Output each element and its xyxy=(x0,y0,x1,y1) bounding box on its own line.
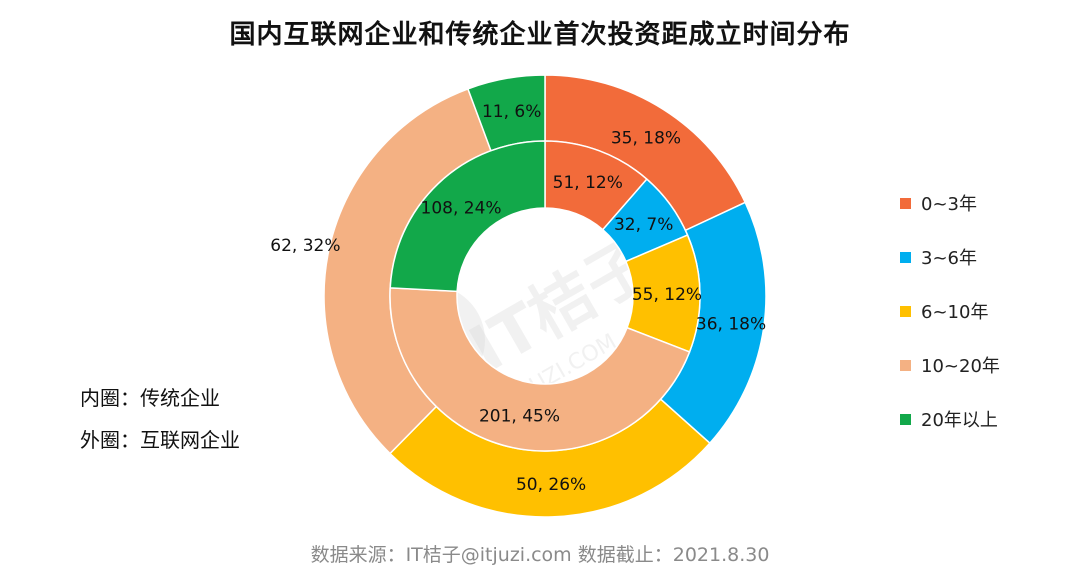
legend-label: 3~6年 xyxy=(921,248,977,269)
legend-label: 6~10年 xyxy=(921,302,989,323)
legend-label: 10~20年 xyxy=(921,356,1000,377)
outer-ring-note: 外圈：互联网企业 xyxy=(80,428,240,452)
slice-labels: 51, 12% 32, 7% 55, 12% 201, 45% 108, 24% 35, … xyxy=(270,102,766,495)
outer-slice-label: 11, 6% xyxy=(482,102,541,122)
legend-label: 0~3年 xyxy=(921,194,977,215)
inner-slice-label: 32, 7% xyxy=(614,215,673,235)
legend-item: 3~6年 xyxy=(900,230,1000,284)
inner-ring-note: 内圈：传统企业 xyxy=(80,386,220,410)
legend-swatch xyxy=(900,359,911,371)
outer-slice-label: 36, 18% xyxy=(696,314,766,334)
data-source-footer: 数据来源：IT桔子@itjuzi.com 数据截止：2021.8.30 xyxy=(310,544,770,566)
legend-item: 10~20年 xyxy=(900,338,1000,392)
outer-slice-label: 62, 32% xyxy=(270,236,340,256)
legend-item: 20年以上 xyxy=(900,392,1000,446)
legend-swatch xyxy=(900,251,911,263)
inner-slice-label: 51, 12% xyxy=(553,173,623,193)
outer-slice-label: 50, 26% xyxy=(516,475,586,495)
legend-item: 6~10年 xyxy=(900,284,1000,338)
legend-swatch xyxy=(900,197,911,209)
legend-swatch xyxy=(900,413,911,425)
inner-slice-5 xyxy=(389,140,546,293)
legend-swatch xyxy=(900,305,911,317)
inner-slice-4 xyxy=(389,287,691,452)
inner-slice-label: 201, 45% xyxy=(479,406,560,426)
chart-title: 国内互联网企业和传统企业首次投资距成立时间分布 xyxy=(229,20,851,50)
outer-slice-label: 35, 18% xyxy=(611,128,681,148)
inner-slice-label: 55, 12% xyxy=(632,285,702,305)
inner-slice-label: 108, 24% xyxy=(421,198,502,218)
legend-label: 20年以上 xyxy=(921,410,998,431)
legend: 0~3年 3~6年 6~10年 10~20年 20年以上 xyxy=(900,176,1000,446)
legend-item: 0~3年 xyxy=(900,176,1000,230)
inner-ring xyxy=(389,140,701,452)
